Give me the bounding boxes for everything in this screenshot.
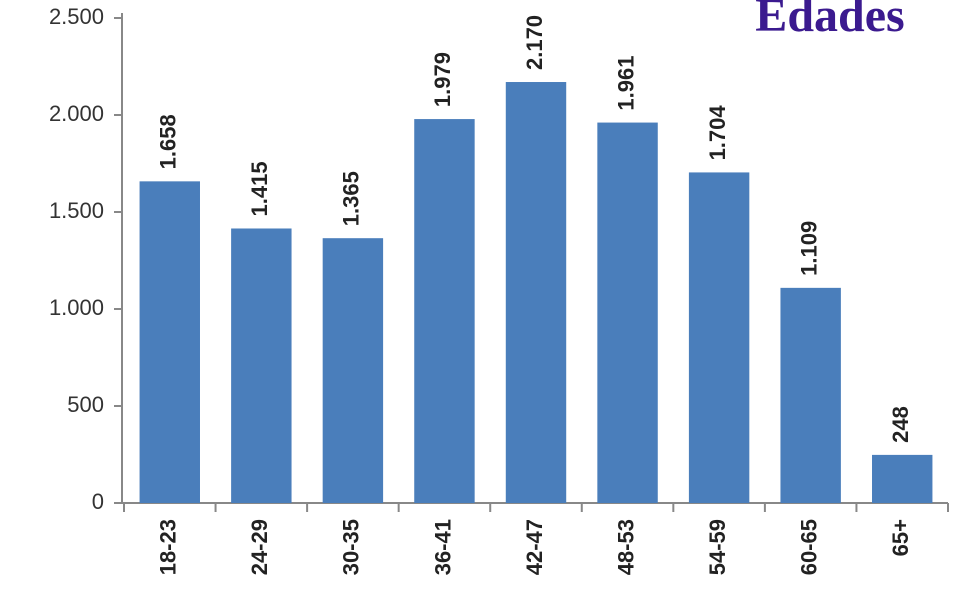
bar <box>597 122 658 503</box>
bar <box>872 454 933 503</box>
bar <box>688 172 750 503</box>
value-label: 1.961 <box>613 56 638 111</box>
y-tick-label: 1.000 <box>49 295 104 320</box>
x-tick-label: 54-59 <box>705 519 730 575</box>
value-label: 1.365 <box>339 171 364 226</box>
y-tick-label: 2.000 <box>49 101 104 126</box>
x-tick-label: 18-23 <box>156 519 181 575</box>
x-tick-label: 60-65 <box>796 519 821 575</box>
y-tick-label: 2.500 <box>49 4 104 29</box>
bar <box>505 82 567 504</box>
chart-title: Edades <box>755 0 904 42</box>
x-tick-label: 24-29 <box>247 519 272 575</box>
value-label: 1.658 <box>156 114 181 169</box>
bar <box>322 238 384 503</box>
value-label: 1.704 <box>705 105 730 161</box>
value-label: 1.109 <box>796 221 821 276</box>
bar <box>414 119 475 503</box>
x-tick-label: 36-41 <box>430 519 455 575</box>
value-label: 1.415 <box>247 161 272 216</box>
bar <box>231 228 292 504</box>
x-tick-label: 30-35 <box>339 519 364 575</box>
value-label: 1.979 <box>430 52 455 107</box>
x-tick-label: 65+ <box>888 519 913 556</box>
y-tick-label: 1.500 <box>49 198 104 223</box>
bar <box>139 181 200 503</box>
x-tick-label: 48-53 <box>613 519 638 575</box>
y-tick-label: 0 <box>92 489 104 514</box>
x-tick-label: 42-47 <box>522 519 547 575</box>
value-label: 2.170 <box>522 15 547 70</box>
bar <box>780 287 841 503</box>
value-label: 248 <box>888 406 913 443</box>
y-tick-label: 500 <box>67 392 104 417</box>
